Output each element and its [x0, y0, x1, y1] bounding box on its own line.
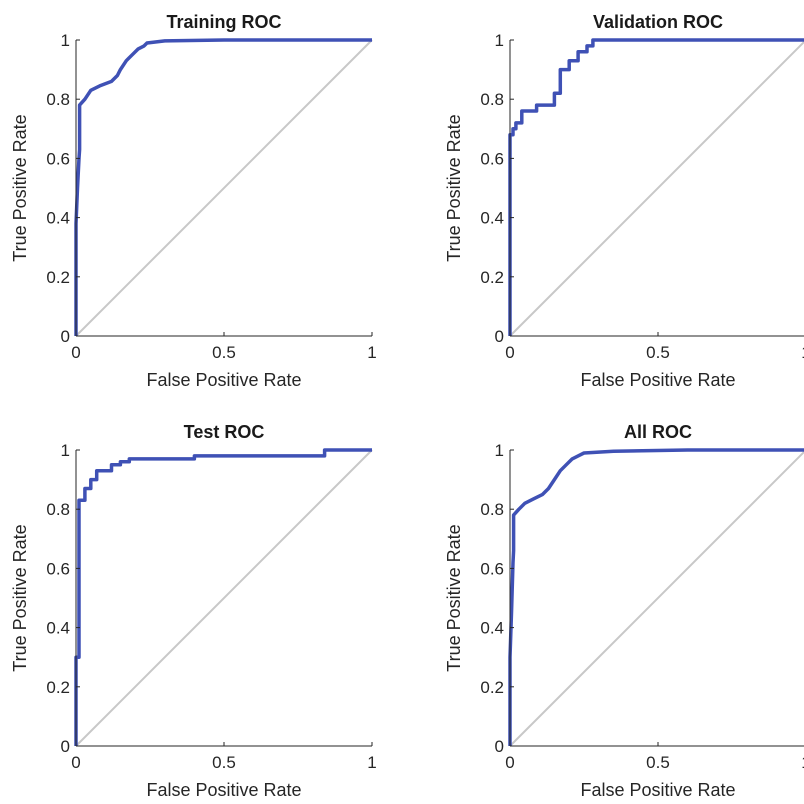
- test-y-tick-label: 0.4: [46, 619, 70, 638]
- all-x-tick-label: 0: [505, 753, 514, 772]
- training-x-tick-label: 0.5: [212, 343, 236, 362]
- test-y-tick-label: 0.6: [46, 559, 70, 578]
- training-y-tick-label: 1: [61, 31, 70, 50]
- test-x-tick-label: 0: [71, 753, 80, 772]
- validation-y-axis-label: True Positive Rate: [444, 114, 464, 261]
- validation-x-axis-label: False Positive Rate: [580, 370, 735, 390]
- training-y-tick-label: 0.4: [46, 209, 70, 228]
- training-x-tick-label: 0: [71, 343, 80, 362]
- all-chart-title: All ROC: [624, 422, 692, 442]
- all-y-tick-label: 0.2: [480, 678, 504, 697]
- test-y-tick-label: 1: [61, 441, 70, 460]
- validation-x-tick-label: 0: [505, 343, 514, 362]
- training-x-axis-label: False Positive Rate: [146, 370, 301, 390]
- validation-diagonal-line: [509, 40, 804, 337]
- validation-roc-curve: [508, 38, 804, 336]
- validation-y-tick-label: 0.6: [480, 149, 504, 168]
- test-x-tick-label: 1: [367, 753, 376, 772]
- test-diagonal-line: [75, 449, 373, 747]
- validation-x-tick-label: 1: [801, 343, 804, 362]
- test-y-tick-label: 0.8: [46, 500, 70, 519]
- validation-chart-title: Validation ROC: [593, 12, 723, 32]
- test-roc-curve: [74, 448, 372, 746]
- validation-y-tick-label: 0.8: [480, 90, 504, 109]
- panel-test: Test ROC 0 0.2 0.4 0.6 0.8 1 0 0.5 1 False Positiv…: [10, 422, 377, 800]
- validation-y-tick-label: 0.2: [480, 268, 504, 287]
- all-roc-curve: [508, 448, 804, 746]
- all-x-tick-label: 1: [801, 753, 804, 772]
- training-y-axis-label: True Positive Rate: [10, 114, 30, 261]
- test-chart-title: Test ROC: [184, 422, 265, 442]
- training-diagonal-line: [75, 39, 373, 337]
- validation-y-tick-label: 1: [495, 31, 504, 50]
- validation-x-tick-label: 0.5: [646, 343, 670, 362]
- test-y-tick-label: 0: [61, 737, 70, 756]
- panel-all: All ROC 0 0.2 0.4 0.6 0.8 1 0 0.5 1 False Positive…: [444, 422, 804, 800]
- training-roc-curve: [74, 38, 372, 336]
- all-y-tick-label: 0.8: [480, 500, 504, 519]
- all-diagonal-line: [509, 450, 804, 747]
- training-chart-title: Training ROC: [166, 12, 281, 32]
- all-x-tick-label: 0.5: [646, 753, 670, 772]
- all-y-axis-label: True Positive Rate: [444, 524, 464, 671]
- panel-validation: Validation ROC 0 0.2 0.4 0.6 0.8 1 0 0.5 1 False P…: [444, 12, 804, 390]
- test-y-tick-label: 0.2: [46, 678, 70, 697]
- all-y-tick-label: 0: [495, 737, 504, 756]
- test-x-tick-label: 0.5: [212, 753, 236, 772]
- all-y-tick-label: 0.6: [480, 559, 504, 578]
- panel-training: Training ROC 0 0.2 0.4 0.6 0.8 1 0 0.5 1 False Pos…: [10, 12, 377, 390]
- test-x-axis-label: False Positive Rate: [146, 780, 301, 800]
- validation-y-tick-label: 0.4: [480, 209, 504, 228]
- all-x-axis-label: False Positive Rate: [580, 780, 735, 800]
- all-y-tick-label: 0.4: [480, 619, 504, 638]
- test-y-axis-label: True Positive Rate: [10, 524, 30, 671]
- training-y-tick-label: 0: [61, 327, 70, 346]
- validation-y-tick-label: 0: [495, 327, 504, 346]
- all-y-tick-label: 1: [495, 441, 504, 460]
- training-y-tick-label: 0.6: [46, 149, 70, 168]
- training-x-tick-label: 1: [367, 343, 376, 362]
- training-y-tick-label: 0.2: [46, 268, 70, 287]
- training-y-tick-label: 0.8: [46, 90, 70, 109]
